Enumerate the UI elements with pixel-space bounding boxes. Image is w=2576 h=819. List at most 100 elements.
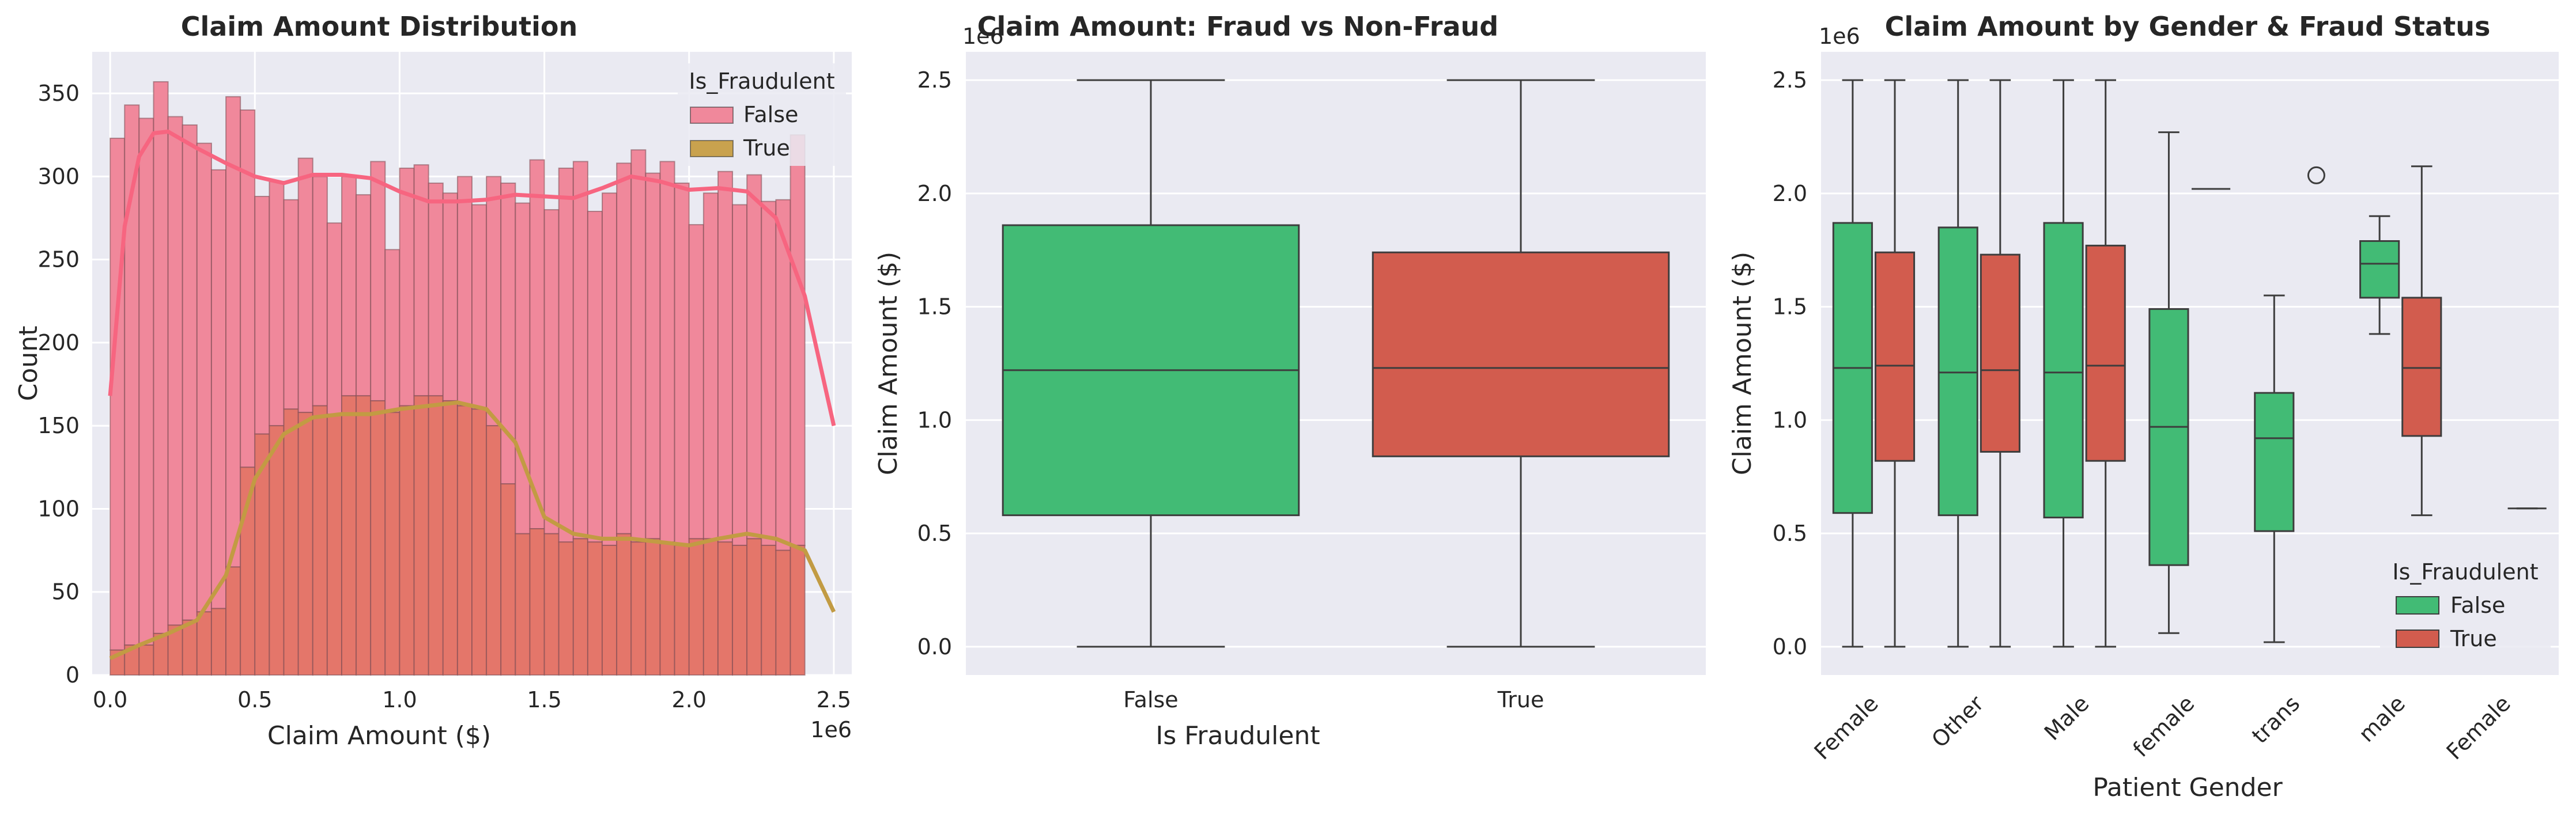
- histogram-bar-false: [456, 176, 473, 407]
- histogram-legend-title: Is_Fraudulent: [689, 69, 834, 94]
- histogram-bar-true: [442, 400, 458, 676]
- fraud-boxplot-ytick-label: 1.0: [917, 407, 952, 433]
- gender-boxplot-title: Claim Amount by Gender & Fraud Status: [1885, 11, 2491, 42]
- histogram-bar-false: [486, 176, 502, 427]
- histogram-bar-false: [356, 194, 372, 397]
- histogram-ytick-label: 0: [66, 662, 80, 688]
- gender-boxplot-ytick-label: 0.0: [1773, 634, 1807, 659]
- histogram-xtick-label: 0.0: [93, 687, 127, 712]
- histogram-bar-true: [341, 395, 357, 676]
- fraud-boxplot-y-offset-label: 1e6: [962, 24, 1004, 49]
- histogram-bar-false: [543, 209, 560, 534]
- histogram-bar-true: [761, 544, 777, 676]
- fraud-boxplot-xtick-label: False: [1123, 687, 1178, 712]
- histogram-bar-false: [515, 202, 531, 534]
- gender-boxplot-box-true: [2401, 297, 2442, 437]
- gender-boxplot-ylabel: Claim Amount ($): [1728, 252, 1757, 475]
- histogram-ytick-label: 300: [37, 164, 80, 189]
- gender-boxplot-xtick-label: male: [2354, 691, 2410, 747]
- fraud-boxplot-xlabel: Is Fraudulent: [1155, 721, 1320, 750]
- histogram-bar-false: [558, 167, 574, 543]
- gender-boxplot-legend-swatch-false: [2396, 596, 2439, 615]
- gender-boxplot-legend-title: Is_Fraudulent: [2392, 559, 2538, 585]
- histogram-bar-false: [674, 182, 690, 546]
- histogram-bar-false: [428, 182, 444, 397]
- gender-boxplot-ytick-label: 2.5: [1773, 67, 1807, 93]
- histogram-kde-line-true: [109, 400, 836, 661]
- histogram-bar-false: [529, 159, 545, 530]
- histogram-panel: Claim Amount Distribution Claim Amount (…: [14, 11, 852, 750]
- histogram-xtick-label: 1.5: [527, 687, 561, 712]
- histogram-bar-false: [717, 170, 734, 543]
- histogram-bar-false: [688, 224, 704, 540]
- fraud-boxplot-ylabel: Claim Amount ($): [874, 252, 903, 475]
- histogram-bar-false: [210, 169, 227, 609]
- histogram-bar-false: [153, 81, 169, 634]
- histogram-bar-true: [456, 405, 473, 676]
- histogram-bar-true: [370, 400, 386, 676]
- gender-boxplot-ytick-label: 1.5: [1773, 294, 1807, 320]
- gender-boxplot-xtick-label: Female: [2442, 691, 2515, 764]
- gender-boxplot-xlabel: Patient Gender: [2092, 773, 2283, 802]
- gender-boxplot-xtick-label: trans: [2247, 691, 2305, 748]
- histogram-ytick-label: 350: [37, 81, 80, 106]
- histogram-bar-true: [399, 405, 415, 676]
- gender-boxplot-legend: Is_Fraudulent False True: [2380, 553, 2551, 662]
- histogram-bar-false: [370, 161, 386, 401]
- fraud-boxplot-box-true: [1372, 251, 1670, 457]
- histogram-bar-false: [732, 204, 748, 546]
- histogram-bar-true: [269, 425, 285, 676]
- histogram-xtick-label: 2.5: [817, 687, 851, 712]
- fraud-boxplot-ytick-label: 0.5: [917, 521, 952, 546]
- histogram-bar-false: [645, 172, 661, 540]
- gender-boxplot-xtick-label: Other: [1927, 691, 1989, 753]
- gender-boxplot-ytick-label: 2.0: [1773, 181, 1807, 206]
- fraud-boxplot-ytick-label: 2.5: [917, 67, 952, 93]
- histogram-bar-true: [297, 412, 313, 676]
- histogram-bar-true: [428, 395, 444, 676]
- histogram-bar-false: [399, 167, 415, 407]
- histogram-bar-true: [558, 541, 574, 676]
- histogram-bar-true: [587, 541, 603, 676]
- histogram-bar-false: [616, 162, 632, 534]
- histogram-legend-swatch-false: [690, 107, 734, 124]
- gender-boxplot-panel: Claim Amount by Gender & Fraud Status Pa…: [1728, 11, 2559, 802]
- histogram-bar-true: [630, 541, 647, 676]
- histogram-bar-true: [182, 619, 198, 676]
- histogram-bar-true: [500, 483, 516, 676]
- histogram-bar-true: [775, 549, 791, 676]
- histogram-legend-swatch-true: [690, 140, 734, 157]
- histogram-bar-false: [602, 192, 618, 546]
- histogram-bar-true: [312, 405, 328, 676]
- histogram-ytick-label: 250: [37, 247, 80, 272]
- gender-boxplot-box-false: [2254, 392, 2295, 532]
- histogram-bar-true: [717, 541, 734, 676]
- histogram-bar-false: [442, 192, 458, 401]
- histogram-xtick-label: 1.0: [382, 687, 417, 712]
- histogram-bar-false: [775, 199, 791, 551]
- gender-boxplot-box-true: [1980, 253, 2020, 453]
- histogram-bar-false: [702, 192, 719, 540]
- gender-boxplot-box-false: [1937, 226, 1978, 517]
- gender-boxplot-box-true: [1874, 251, 1916, 462]
- histogram-bar-true: [790, 544, 806, 676]
- histogram-bar-true: [645, 538, 661, 676]
- gender-boxplot-box-false: [2148, 308, 2189, 566]
- histogram-bar-true: [326, 414, 342, 676]
- fraud-boxplot-ytick-label: 2.0: [917, 181, 952, 206]
- histogram-bar-false: [167, 116, 183, 626]
- histogram-bar-true: [616, 533, 632, 676]
- histogram-bar-true: [486, 425, 502, 676]
- histogram-legend-label-false: False: [743, 102, 798, 127]
- histogram-bar-false: [630, 149, 647, 543]
- histogram-bar-true: [602, 544, 618, 676]
- histogram-xtick-label: 0.5: [237, 687, 272, 712]
- histogram-bar-true: [225, 566, 241, 676]
- histogram-bar-false: [240, 109, 256, 468]
- histogram-bar-false: [587, 210, 603, 543]
- histogram-bar-true: [543, 533, 560, 676]
- histogram-bar-false: [341, 176, 357, 397]
- histogram-legend-label-true: True: [743, 135, 790, 161]
- histogram-bar-true: [196, 611, 212, 676]
